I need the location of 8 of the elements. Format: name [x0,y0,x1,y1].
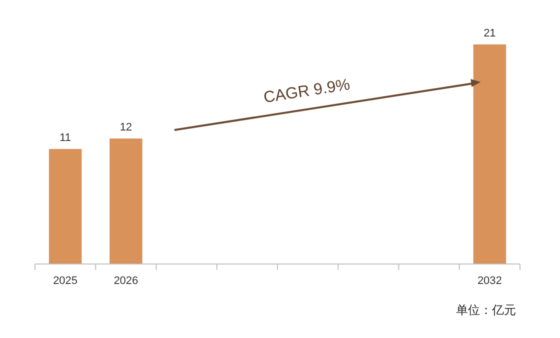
data-label: 12 [120,122,132,134]
data-label: 11 [60,132,72,144]
annotation: CAGR 9.9% [262,76,352,107]
x-tick-label: 2032 [477,275,502,287]
text: 单位：亿元 [456,303,516,317]
data-label: 21 [484,27,496,40]
x-tick-label: 2025 [53,275,78,287]
x-tick-label: 2026 [114,275,138,287]
